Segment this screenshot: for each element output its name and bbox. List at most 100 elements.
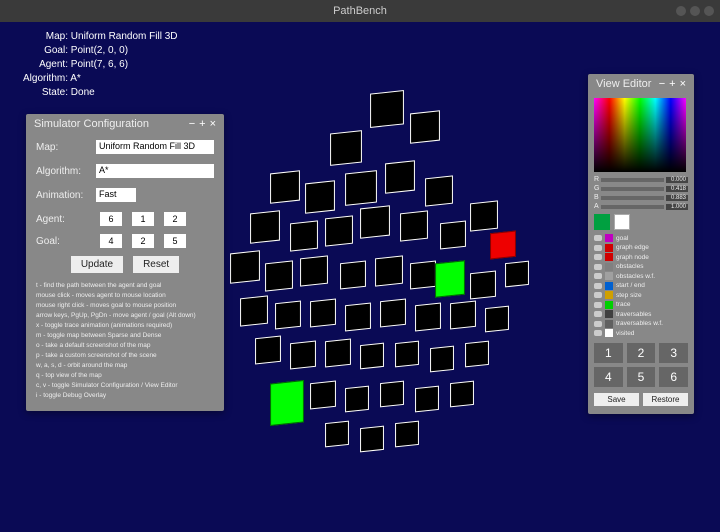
sim-agent-label: Agent: [36, 214, 92, 225]
scene-cube [230, 250, 260, 283]
sim-panel-header[interactable]: Simulator Configuration − + × [26, 114, 224, 134]
view-panel-header[interactable]: View Editor − + × [588, 74, 694, 94]
save-button[interactable]: Save [594, 393, 639, 406]
scene-cube [325, 339, 351, 368]
slider-track[interactable] [601, 178, 664, 182]
visibility-toggle-icon[interactable] [594, 283, 602, 289]
legend-item[interactable]: graph edge [594, 244, 688, 252]
scene-cube [470, 271, 496, 300]
scene-cube [310, 381, 336, 410]
scene-cube [325, 421, 349, 448]
reset-button[interactable]: Reset [133, 256, 179, 273]
legend-item[interactable]: graph node [594, 253, 688, 261]
visibility-toggle-icon[interactable] [594, 311, 602, 317]
sim-agent-z[interactable]: 2 [164, 212, 186, 226]
legend-label: start / end [616, 282, 645, 289]
sim-maximize-icon[interactable]: + [199, 118, 205, 130]
slider-label: B [594, 194, 599, 201]
close-icon[interactable] [704, 6, 714, 16]
window-titlebar: PathBench [0, 0, 720, 22]
legend-item[interactable]: obstacles [594, 263, 688, 271]
minimize-icon[interactable] [676, 6, 686, 16]
info-algorithm-value: A* [70, 73, 81, 84]
preset-button-6[interactable]: 6 [659, 367, 688, 387]
scene-3d[interactable] [210, 82, 570, 482]
sim-goal-y[interactable]: 2 [132, 234, 154, 248]
view-close-icon[interactable]: × [680, 78, 686, 90]
legend-item[interactable]: visited [594, 329, 688, 337]
sim-agent-x[interactable]: 6 [100, 212, 122, 226]
slider-track[interactable] [601, 205, 664, 209]
update-button[interactable]: Update [71, 256, 123, 273]
legend-item[interactable]: traversables w.f. [594, 320, 688, 328]
sim-goal-x[interactable]: 4 [100, 234, 122, 248]
preset-button-2[interactable]: 2 [627, 343, 656, 363]
preset-button-3[interactable]: 3 [659, 343, 688, 363]
scene-cube [240, 295, 268, 326]
info-goal-label: Goal: [16, 44, 68, 58]
legend-item[interactable]: goal [594, 234, 688, 242]
legend-item[interactable]: step size [594, 291, 688, 299]
color-slider-r[interactable]: R0.000 [594, 176, 688, 183]
legend-item[interactable]: start / end [594, 282, 688, 290]
scene-cube [380, 299, 406, 328]
scene-cube [340, 261, 366, 290]
slider-track[interactable] [601, 187, 664, 191]
scene-cube [270, 170, 300, 203]
help-line: p - take a custom screenshot of the scen… [36, 351, 214, 360]
scene-cube [360, 205, 390, 238]
color-swatch-2[interactable] [614, 214, 630, 230]
color-slider-b[interactable]: B0.883 [594, 194, 688, 201]
visibility-toggle-icon[interactable] [594, 273, 602, 279]
visibility-toggle-icon[interactable] [594, 302, 602, 308]
preset-button-1[interactable]: 1 [594, 343, 623, 363]
info-state-label: State: [16, 86, 68, 100]
color-slider-g[interactable]: G0.418 [594, 185, 688, 192]
scene-cube [255, 336, 281, 365]
view-minimize-icon[interactable]: − [659, 78, 665, 90]
scene-cube [275, 301, 301, 330]
visibility-toggle-icon[interactable] [594, 254, 602, 260]
info-map-label: Map: [16, 30, 68, 44]
maximize-icon[interactable] [690, 6, 700, 16]
legend-swatch [605, 234, 613, 242]
sim-algorithm-select[interactable]: A* [96, 164, 214, 178]
preset-button-4[interactable]: 4 [594, 367, 623, 387]
viewport[interactable]: Map: Uniform Random Fill 3D Goal: Point(… [0, 22, 720, 532]
color-swatch-1[interactable] [594, 214, 610, 230]
preset-button-5[interactable]: 5 [627, 367, 656, 387]
slider-track[interactable] [601, 196, 664, 200]
legend-label: step size [616, 292, 642, 299]
scene-cube [300, 255, 328, 286]
help-line: o - take a default screenshot of the map [36, 341, 214, 350]
scene-cube [435, 260, 465, 297]
slider-label: A [594, 203, 599, 210]
scene-cube [305, 180, 335, 213]
scene-cube [410, 261, 436, 290]
visibility-toggle-icon[interactable] [594, 330, 602, 336]
view-maximize-icon[interactable]: + [669, 78, 675, 90]
color-picker[interactable] [594, 98, 686, 172]
scene-cube [505, 261, 529, 288]
sim-goal-z[interactable]: 5 [164, 234, 186, 248]
sim-map-select[interactable]: Uniform Random Fill 3D [96, 140, 214, 154]
visibility-toggle-icon[interactable] [594, 235, 602, 241]
sim-goal-label: Goal: [36, 236, 92, 247]
sim-animation-select[interactable]: Fast [96, 188, 136, 202]
visibility-toggle-icon[interactable] [594, 264, 602, 270]
visibility-toggle-icon[interactable] [594, 292, 602, 298]
legend-item[interactable]: traversables [594, 310, 688, 318]
scene-cube [290, 220, 318, 251]
legend-item[interactable]: trace [594, 301, 688, 309]
legend-item[interactable]: obstacles w.f. [594, 272, 688, 280]
info-overlay: Map: Uniform Random Fill 3D Goal: Point(… [16, 30, 177, 100]
sim-agent-y[interactable]: 1 [132, 212, 154, 226]
legend-swatch [605, 263, 613, 271]
slider-value: 0.418 [666, 186, 688, 192]
sim-close-icon[interactable]: × [210, 118, 216, 130]
color-slider-a[interactable]: A1.000 [594, 203, 688, 210]
restore-button[interactable]: Restore [643, 393, 688, 406]
visibility-toggle-icon[interactable] [594, 245, 602, 251]
visibility-toggle-icon[interactable] [594, 321, 602, 327]
sim-minimize-icon[interactable]: − [189, 118, 195, 130]
